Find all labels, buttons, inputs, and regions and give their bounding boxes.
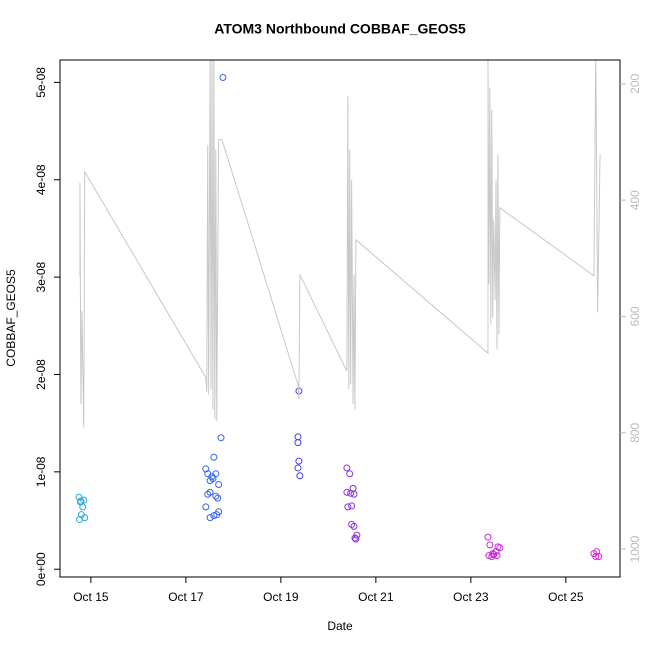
data-point	[489, 550, 497, 558]
data-point	[217, 434, 225, 442]
data-point	[295, 457, 303, 465]
data-point	[296, 472, 304, 480]
data-point	[204, 490, 212, 498]
data-point	[81, 514, 89, 522]
data-point	[344, 503, 352, 511]
y-tick-label: 5e-08	[34, 67, 48, 98]
y-tick-label: 0e+00	[34, 552, 48, 586]
pressure-line	[79, 60, 601, 428]
x-axis-label: Date	[327, 619, 353, 633]
data-point	[348, 502, 356, 510]
x-tick-label: Oct 21	[358, 590, 394, 604]
y2-tick-label: 1000	[628, 535, 642, 562]
data-point	[493, 552, 501, 560]
data-point	[210, 453, 218, 461]
data-point	[294, 464, 302, 472]
y2-tick-label: 800	[628, 422, 642, 442]
y-axis-label: COBBAF_GEOS5	[4, 269, 18, 367]
data-point	[214, 494, 222, 502]
y-tick-label: 3e-08	[34, 261, 48, 292]
data-point	[488, 553, 496, 561]
x-tick-label: Oct 15	[73, 590, 109, 604]
data-point	[496, 544, 504, 552]
data-point	[351, 534, 359, 542]
data-point	[210, 512, 218, 520]
data-point	[212, 492, 220, 500]
data-point	[294, 439, 302, 447]
data-point	[486, 541, 494, 549]
y-tick-label: 2e-08	[34, 359, 48, 390]
data-point	[595, 553, 603, 561]
data-point	[352, 535, 360, 543]
data-point	[484, 533, 492, 541]
data-point	[350, 490, 358, 498]
y-tick-label: 4e-08	[34, 164, 48, 195]
data-point	[215, 481, 223, 489]
data-point	[592, 553, 600, 561]
data-point	[343, 464, 351, 472]
plot-area	[75, 60, 603, 561]
data-point	[206, 514, 214, 522]
data-point	[202, 503, 210, 511]
data-point	[350, 522, 358, 530]
y-tick-label: 1e-08	[34, 456, 48, 487]
x-tick-label: Oct 23	[453, 590, 489, 604]
data-point	[77, 497, 85, 505]
x-tick-label: Oct 25	[548, 590, 584, 604]
plot-frame	[59, 59, 621, 578]
y2-tick-label: 600	[628, 306, 642, 326]
y2-tick-label: 400	[628, 190, 642, 210]
x-tick-label: Oct 17	[168, 590, 204, 604]
data-point	[346, 470, 354, 478]
data-point	[219, 74, 227, 82]
data-point	[209, 475, 217, 483]
data-point	[343, 488, 351, 496]
y2-tick-label: 200	[628, 74, 642, 94]
x-tick-label: Oct 19	[263, 590, 299, 604]
chart-title: ATOM3 Northbound COBBAF_GEOS5	[214, 21, 466, 37]
